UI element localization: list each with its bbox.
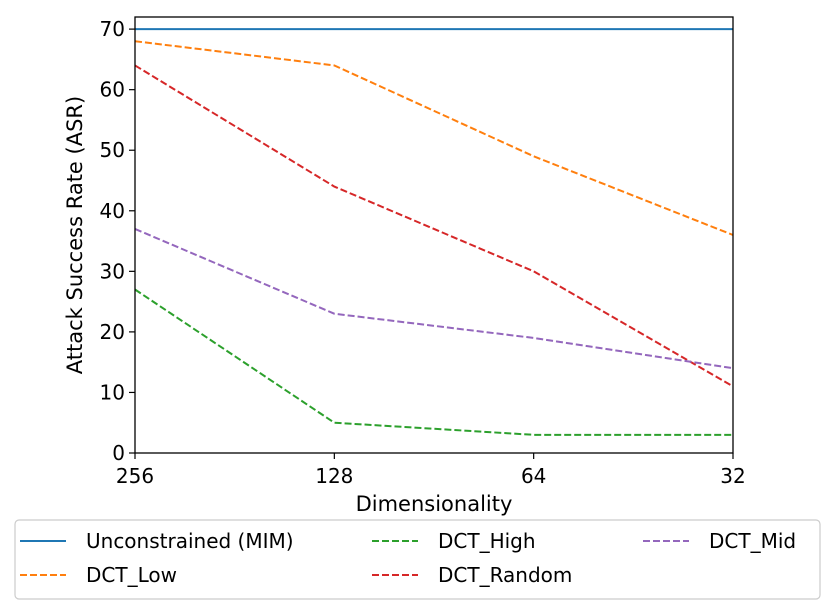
y-tick-label: 70	[100, 17, 125, 41]
series-line-dct-mid	[134, 228, 734, 370]
y-tick-label: 20	[100, 320, 125, 344]
y-tick-label: 40	[100, 199, 125, 223]
y-tick-label: 50	[100, 138, 125, 162]
y-axis-ticks: 0 10 20 30 40 50 60 70	[100, 17, 135, 465]
series-group	[134, 28, 734, 436]
y-tick-label: 10	[100, 380, 125, 404]
legend-label-dct-random: DCT_Random	[438, 563, 572, 587]
x-axis-label: Dimensionality	[356, 492, 513, 516]
y-tick-label: 0	[112, 441, 125, 465]
series-line-dct-random	[134, 64, 734, 388]
series-line-dct-high	[134, 288, 733, 436]
plot-frame	[134, 16, 734, 454]
legend-label-unconstrained-mim: Unconstrained (MIM)	[86, 529, 294, 553]
y-axis-label: Attack Success Rate (ASR)	[63, 96, 87, 374]
x-tick-label: 64	[521, 464, 546, 488]
x-tick-label: 128	[315, 464, 353, 488]
x-tick-label: 32	[720, 464, 745, 488]
y-tick-label: 30	[100, 259, 125, 283]
x-axis-ticks: 256 128 64 32	[116, 453, 746, 488]
y-tick-label: 60	[100, 78, 125, 102]
series-line-dct-low	[134, 40, 734, 236]
legend: Unconstrained (MIM) DCT_High DCT_Mid DCT_Lo…	[14, 519, 821, 600]
legend-label-dct-mid: DCT_Mid	[709, 529, 796, 553]
x-tick-label: 256	[116, 464, 154, 488]
legend-label-dct-low: DCT_Low	[86, 563, 177, 587]
legend-items: Unconstrained (MIM) DCT_High DCT_Mid DCT_Lo…	[20, 529, 796, 587]
legend-frame	[14, 519, 821, 600]
legend-label-dct-high: DCT_High	[438, 529, 536, 553]
